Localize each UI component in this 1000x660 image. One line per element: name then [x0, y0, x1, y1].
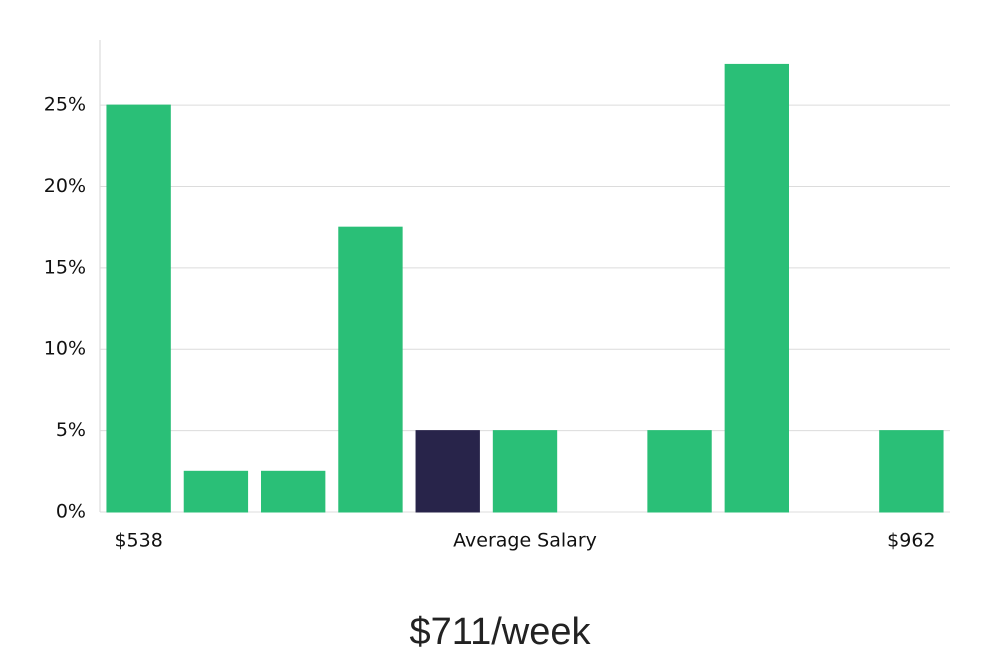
y-tick-label: 15% [44, 256, 86, 278]
y-tick-label: 20% [44, 175, 86, 197]
y-tick-label: 0% [56, 501, 86, 523]
y-tick-label: 25% [44, 94, 86, 116]
y-tick-label: 10% [44, 338, 86, 360]
bar [261, 470, 326, 513]
bar [879, 430, 944, 513]
bar [338, 226, 403, 513]
x-axis-label: Average Salary [453, 530, 597, 552]
y-tick-label: 5% [56, 419, 86, 441]
bar [647, 430, 712, 513]
bar [183, 470, 249, 513]
average-salary-value: $711/week [410, 611, 592, 653]
bar [724, 63, 789, 513]
bar [106, 104, 171, 513]
bar [492, 430, 558, 513]
bar [415, 430, 480, 513]
x-tick-label: $962 [887, 530, 935, 552]
x-tick-label: $538 [114, 530, 162, 552]
